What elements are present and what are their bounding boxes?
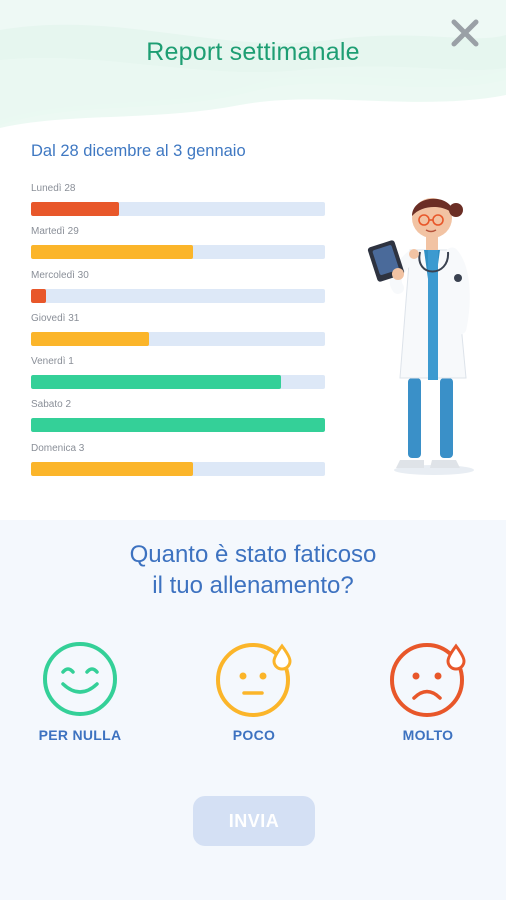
question-line-1: Quanto è stato faticoso [129, 541, 377, 568]
progress-fill [31, 461, 193, 476]
option-per-nulla[interactable]: PER NULLA [10, 640, 150, 743]
day-row-sunday: Domenica 3 [31, 440, 326, 483]
day-label: Domenica 3 [31, 442, 85, 454]
option-label: MOLTO [402, 727, 454, 743]
day-label: Martedì 29 [31, 226, 79, 238]
progress-track [31, 245, 325, 260]
day-row-wednesday: Mercoledì 30 [31, 267, 326, 310]
progress-track [31, 461, 325, 476]
day-row-monday: Lunedì 28 [31, 180, 326, 223]
sad-face-icon [390, 643, 466, 717]
date-range: Dal 28 dicembre al 3 gennaio [31, 142, 246, 160]
progress-fill [31, 202, 120, 216]
doctor-illustration [367, 198, 474, 475]
page-title: Report settimanale [146, 38, 360, 66]
option-label: PER NULLA [38, 727, 122, 743]
progress-track [31, 331, 325, 346]
day-row-friday: Venerdì 1 [31, 353, 326, 396]
day-label: Lunedì 28 [31, 183, 76, 194]
progress-fill [31, 288, 46, 303]
progress-track [31, 418, 325, 433]
close-icon[interactable] [448, 16, 482, 50]
day-row-thursday: Giovedì 31 [31, 310, 326, 353]
option-label: POCO [232, 727, 276, 743]
day-label: Giovedì 31 [31, 312, 80, 324]
progress-track [31, 288, 325, 303]
question-line-2: il tuo allenamento? [152, 572, 354, 599]
progress-fill [31, 418, 325, 433]
progress-fill [31, 331, 149, 346]
option-poco[interactable]: POCO [184, 640, 324, 743]
option-molto[interactable]: MOLTO [358, 640, 498, 743]
progress-track [31, 202, 325, 216]
progress-track [31, 375, 325, 390]
progress-fill [31, 245, 193, 260]
header-wave-background [0, 0, 506, 128]
day-label: Mercoledì 30 [31, 269, 89, 281]
day-row-saturday: Sabato 2 [31, 396, 326, 439]
survey-question: Quanto è stato faticoso il tuo allenamen… [0, 539, 506, 601]
day-row-tuesday: Martedì 29 [31, 223, 326, 266]
survey-section: Quanto è stato faticoso il tuo allenamen… [0, 520, 506, 900]
progress-fill [31, 375, 281, 390]
neutral-face-icon [216, 643, 292, 717]
header: Report settimanale [0, 0, 506, 130]
day-label: Venerdì 1 [31, 356, 74, 368]
weekly-bars: Lunedì 28 Martedì 29 Mercoledì 30 Gioved… [31, 180, 326, 483]
send-button[interactable]: INVIA [193, 796, 315, 846]
happy-face-icon [43, 642, 117, 716]
day-label: Sabato 2 [31, 399, 72, 411]
